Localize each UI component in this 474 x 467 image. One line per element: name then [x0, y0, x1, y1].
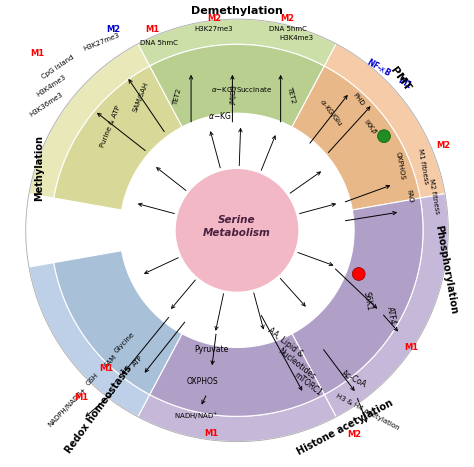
Polygon shape: [150, 44, 324, 127]
Text: H3 & H4 acetylation: H3 & H4 acetylation: [335, 393, 401, 431]
Text: NADPH/NADP+: NADPH/NADP+: [47, 386, 87, 428]
Text: $\alpha$−KG /Succinate: $\alpha$−KG /Succinate: [211, 85, 272, 95]
Polygon shape: [54, 66, 182, 210]
Text: $\alpha$-KG/Glu: $\alpha$-KG/Glu: [317, 97, 345, 129]
Text: DNA 5hmC: DNA 5hmC: [140, 40, 178, 46]
Circle shape: [378, 130, 391, 142]
Text: Redox homeostasis: Redox homeostasis: [64, 364, 135, 455]
Polygon shape: [29, 262, 150, 417]
Text: TET2: TET2: [172, 88, 182, 106]
Text: M1: M1: [145, 25, 159, 34]
Polygon shape: [138, 395, 336, 442]
Text: H3K36me3: H3K36me3: [28, 91, 64, 117]
Text: OXPHOS: OXPHOS: [394, 151, 405, 181]
Text: M2: M2: [281, 14, 294, 22]
Polygon shape: [324, 44, 445, 198]
Text: M1 fitness: M1 fitness: [417, 148, 429, 184]
Text: M2 fitness: M2 fitness: [428, 178, 440, 214]
Text: NF-$\kappa$B: NF-$\kappa$B: [365, 56, 393, 78]
Polygon shape: [138, 19, 336, 66]
Circle shape: [352, 268, 365, 280]
Text: FAO: FAO: [405, 189, 413, 203]
Text: IKK$\beta$: IKK$\beta$: [361, 117, 380, 137]
Text: SAM/SAH: SAM/SAH: [132, 81, 149, 113]
Text: M2: M2: [347, 430, 361, 439]
Text: SAM: SAM: [103, 354, 118, 369]
Text: CpG island: CpG island: [41, 54, 75, 80]
Text: PMT: PMT: [388, 65, 412, 92]
Text: Ac-CoA: Ac-CoA: [340, 369, 368, 390]
Polygon shape: [54, 251, 182, 395]
Text: PHD: PHD: [352, 92, 365, 107]
Polygon shape: [324, 194, 448, 417]
Text: DNA 5hmC: DNA 5hmC: [269, 26, 307, 32]
Text: H3K4me3: H3K4me3: [35, 74, 67, 98]
Text: H3K4me3: H3K4me3: [280, 35, 314, 42]
Text: M1: M1: [396, 76, 413, 91]
Text: H3K27me3: H3K27me3: [195, 26, 233, 32]
Text: Nucleotides: Nucleotides: [276, 346, 317, 381]
Text: Glycine: Glycine: [113, 332, 136, 354]
Text: Methylation: Methylation: [35, 135, 45, 201]
Text: Purine & ATP: Purine & ATP: [100, 105, 122, 149]
Polygon shape: [292, 66, 420, 210]
Text: Phosphorylation: Phosphorylation: [433, 224, 459, 315]
Text: M1: M1: [404, 343, 419, 352]
Text: NADH/NAD$^{+}$: NADH/NAD$^{+}$: [173, 410, 218, 422]
Text: TET2: TET2: [286, 86, 296, 104]
Text: M1: M1: [30, 49, 44, 58]
Text: Histone acetylation: Histone acetylation: [295, 398, 395, 458]
Text: Pyruvate: Pyruvate: [195, 345, 229, 354]
Text: M1: M1: [74, 394, 88, 403]
Polygon shape: [150, 334, 324, 417]
Polygon shape: [292, 198, 423, 395]
Text: $\alpha$−KG: $\alpha$−KG: [208, 110, 231, 121]
Polygon shape: [29, 44, 150, 198]
Text: ATF4: ATF4: [385, 305, 397, 325]
Text: M1: M1: [205, 429, 219, 438]
Text: S6K1: S6K1: [362, 291, 374, 312]
Text: ATP: ATP: [132, 354, 145, 368]
Text: M1: M1: [99, 364, 113, 373]
Text: M2: M2: [437, 141, 451, 150]
Text: Demethylation: Demethylation: [191, 6, 283, 16]
Text: AA, Lipid &: AA, Lipid &: [266, 326, 305, 360]
Text: GSH: GSH: [85, 372, 100, 387]
Text: H3K27me3: H3K27me3: [82, 32, 120, 52]
Text: mTORC1: mTORC1: [292, 370, 324, 398]
Text: M2: M2: [106, 25, 120, 34]
Text: Serine
Metabolism: Serine Metabolism: [203, 215, 271, 238]
Circle shape: [175, 168, 299, 292]
Text: JMJD3: JMJD3: [231, 85, 238, 105]
Text: M2: M2: [207, 14, 221, 22]
Text: OXPHOS: OXPHOS: [187, 377, 219, 386]
